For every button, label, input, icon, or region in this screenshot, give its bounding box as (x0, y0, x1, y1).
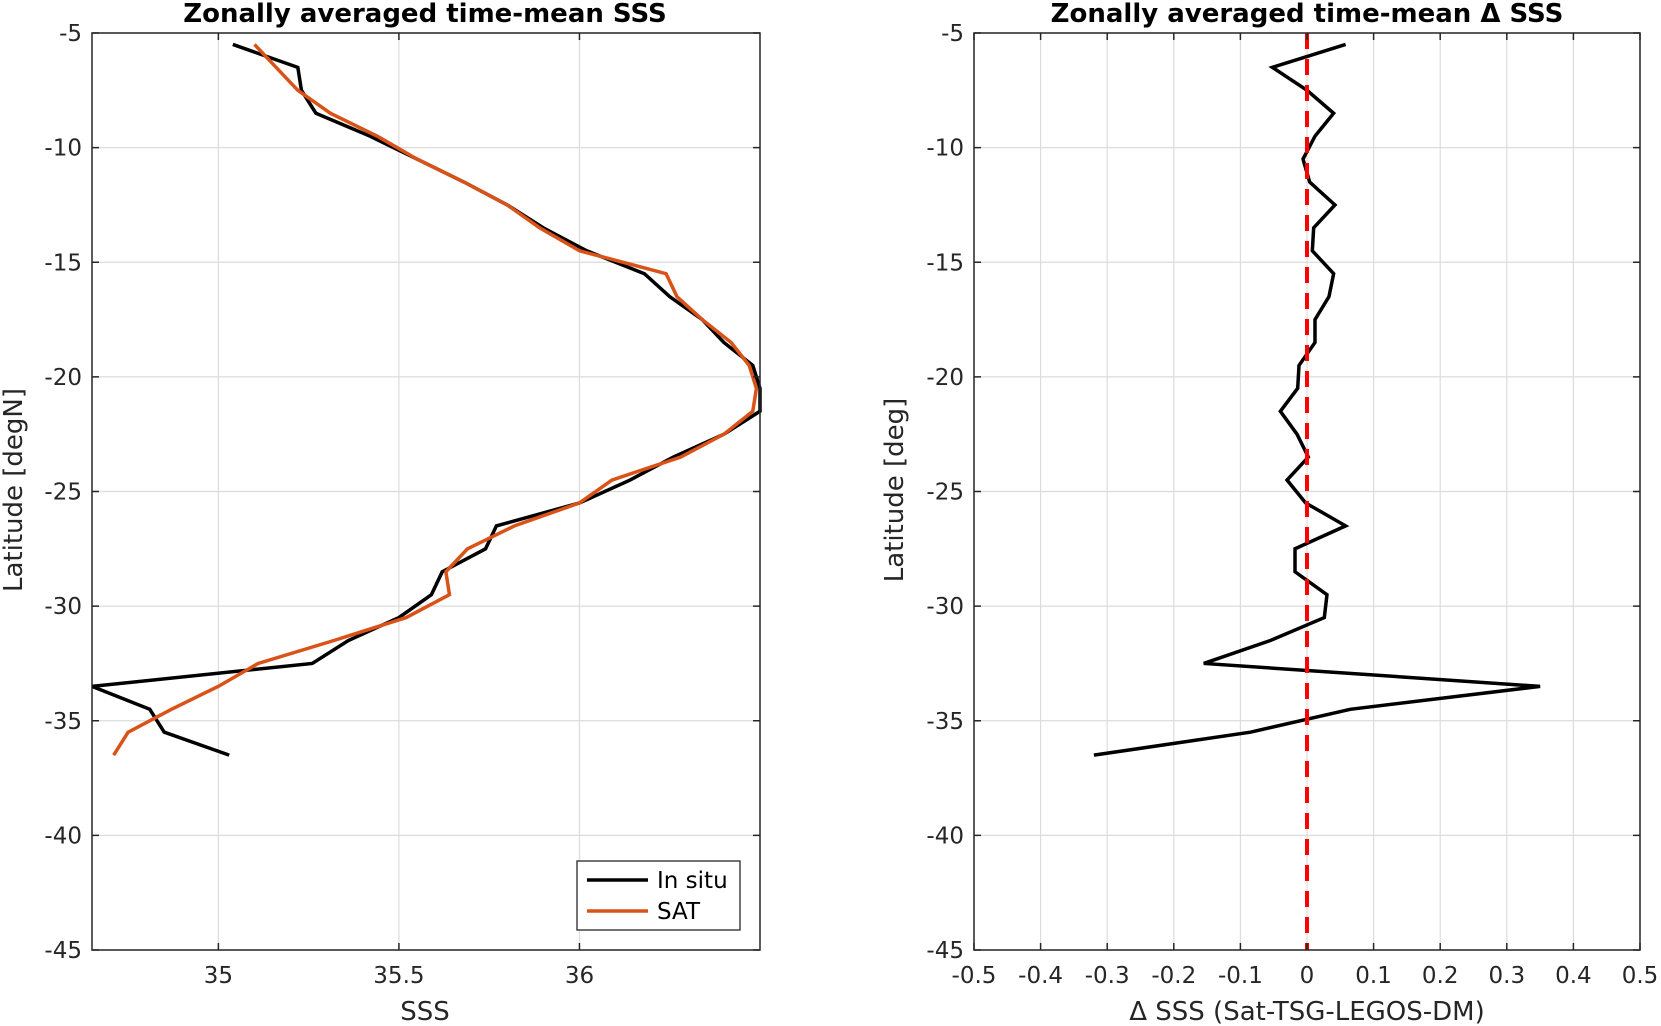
y-tick-label: -15 (44, 250, 82, 276)
x-tick-label: 36 (565, 963, 594, 989)
x-tick-label: 35 (204, 963, 233, 989)
y-tick-label: -40 (926, 823, 964, 849)
x-tick-label: -0.5 (952, 963, 997, 989)
sss-panel-ylabel: Latitude [degN] (0, 388, 29, 592)
y-tick-label: -20 (44, 365, 82, 391)
x-tick-label: 0.5 (1622, 963, 1659, 989)
y-tick-label: -25 (926, 480, 964, 506)
sss-panel: 35 35.5 36 -45 -40 -35 -30 -25 -20 -15 -10 -5 Zonal… (0, 0, 762, 1026)
plot-area: -0.5 -0.4 -0.3 -0.2 -0.1 0 0.1 0.2 0.3 0.4 0.5 -45 -… (926, 21, 1658, 989)
x-tick-label: -0.2 (1151, 963, 1196, 989)
x-tick-label: -0.1 (1218, 963, 1263, 989)
y-tick-label: -30 (44, 594, 82, 620)
delta-sss-panel-ylabel: Latitude [deg] (880, 398, 910, 583)
plot-area: 35 35.5 36 -45 -40 -35 -30 -25 -20 -15 -10 -5 (44, 21, 762, 989)
y-tick-label: -15 (926, 250, 964, 276)
y-tick-label: -35 (926, 709, 964, 735)
legend-label-in-situ: In situ (657, 868, 728, 894)
y-tick-label: -20 (926, 365, 964, 391)
delta-sss-panel-xlabel: Δ SSS (Sat-TSG-LEGOS-DM) (1129, 997, 1485, 1026)
series-line-in-situ (91, 42, 762, 757)
y-tick-label: -40 (44, 823, 82, 849)
y-tick-label: -10 (926, 136, 964, 162)
x-tick-label: 0.1 (1355, 963, 1392, 989)
y-tick-label: -5 (59, 21, 82, 47)
y-tick-label: -5 (941, 21, 964, 47)
legend-box (576, 860, 741, 931)
delta-sss-panel-title: Zonally averaged time-mean Δ SSS (1051, 0, 1564, 29)
sss-panel-xlabel: SSS (400, 997, 450, 1026)
x-tick-label: -0.3 (1085, 963, 1130, 989)
x-tick-label: -0.4 (1018, 963, 1063, 989)
x-tick-label: 0 (1300, 963, 1315, 989)
y-tick-label: -35 (44, 709, 82, 735)
x-tick-label: 0.2 (1422, 963, 1459, 989)
x-tick-label: 0.3 (1489, 963, 1526, 989)
delta-sss-panel: -0.5 -0.4 -0.3 -0.2 -0.1 0 0.1 0.2 0.3 0.4 0.5 -45 -… (880, 0, 1658, 1026)
sss-panel-title: Zonally averaged time-mean SSS (183, 0, 667, 29)
sss-legend: In situ SAT (576, 860, 741, 931)
y-tick-label: -30 (926, 594, 964, 620)
y-tick-label: -25 (44, 480, 82, 506)
series-line-sat (112, 43, 759, 757)
delta-sss-line (1093, 42, 1541, 757)
x-tick-label: 35.5 (373, 963, 424, 989)
y-tick-label: -45 (926, 938, 964, 964)
legend-label-sat: SAT (657, 899, 701, 925)
x-tick-label: 0.4 (1555, 963, 1592, 989)
y-tick-label: -10 (44, 136, 82, 162)
y-tick-label: -45 (44, 938, 82, 964)
